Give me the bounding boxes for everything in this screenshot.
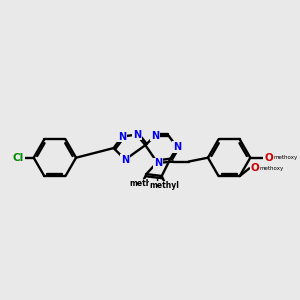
Text: N: N [151,130,159,141]
Text: N: N [154,158,162,169]
Text: methyl: methyl [130,179,159,188]
Text: methoxy: methoxy [260,166,284,171]
Text: N: N [173,142,181,152]
Text: O: O [264,153,273,163]
Text: methyl: methyl [150,181,180,190]
Text: N: N [133,130,141,140]
Text: N: N [118,131,126,142]
Text: methoxy: methoxy [273,155,298,160]
Text: N: N [121,154,129,165]
Text: Cl: Cl [13,153,24,163]
Text: O: O [251,163,260,173]
